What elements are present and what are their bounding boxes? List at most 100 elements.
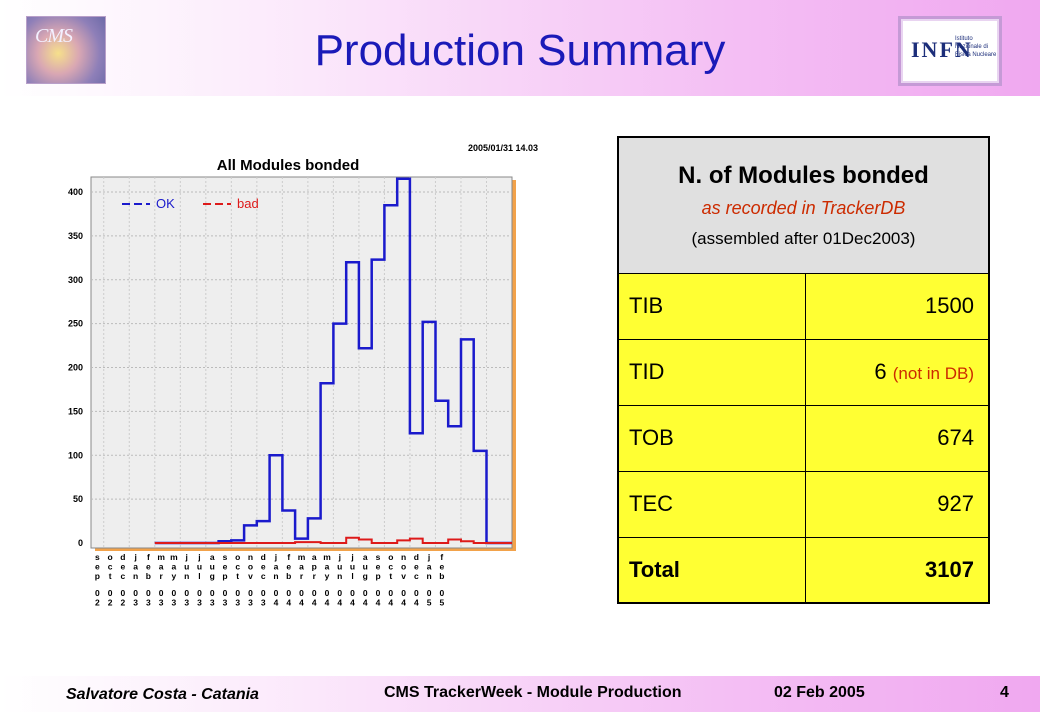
y-tick-label: 200 — [68, 363, 83, 373]
row-value-tob: 674 — [804, 404, 990, 472]
header-band: CMS Production Summary INFN Istituto Naz… — [0, 0, 1040, 96]
x-tick-letter: e — [439, 562, 444, 572]
x-tick-year: 0 — [159, 588, 164, 598]
x-tick-letter: u — [350, 562, 355, 572]
x-tick-letter: d — [120, 552, 125, 562]
x-tick-letter: r — [313, 571, 317, 581]
x-tick-letter: a — [299, 562, 304, 572]
x-tick-letter: b — [146, 571, 151, 581]
x-tick-letter: a — [159, 562, 164, 572]
x-tick-label: mar 04 — [298, 552, 306, 608]
x-tick-letter: l — [198, 571, 200, 581]
chart-title: All Modules bonded — [217, 157, 360, 174]
x-tick-letter: d — [414, 552, 419, 562]
x-tick-letter: y — [325, 571, 330, 581]
row-label-tid: TID — [617, 338, 806, 406]
x-tick-year: 4 — [299, 598, 304, 608]
table-header-title: N. of Modules bonded — [678, 161, 929, 189]
legend-label-ok: OK — [156, 196, 175, 211]
x-tick-year: 0 — [363, 588, 368, 598]
x-tick-year: 3 — [159, 598, 164, 608]
x-tick-letter: s — [223, 552, 228, 562]
x-tick-letter: a — [133, 562, 138, 572]
x-tick-year: 0 — [261, 588, 266, 598]
x-tick-year: 0 — [312, 588, 317, 598]
x-tick-label: aug 03 — [210, 552, 215, 608]
x-tick-year: 4 — [363, 598, 368, 608]
footer-band: Salvatore Costa - Catania CMS TrackerWee… — [0, 676, 1040, 712]
x-tick-label: oct 04 — [388, 552, 393, 608]
x-tick-year: 0 — [235, 588, 240, 598]
x-tick-year: 0 — [337, 588, 342, 598]
x-tick-letter: e — [376, 562, 381, 572]
x-tick-year: 0 — [299, 588, 304, 598]
x-tick-letter: p — [375, 571, 380, 581]
x-tick-year: 5 — [427, 598, 432, 608]
x-tick-year: 3 — [197, 598, 202, 608]
x-tick-letter: o — [108, 552, 113, 562]
x-tick-letter: b — [439, 571, 444, 581]
x-tick-letter: p — [222, 571, 227, 581]
y-tick-label: 350 — [68, 231, 83, 241]
x-tick-letter: a — [312, 552, 317, 562]
x-tick-label: may 03 — [170, 552, 178, 608]
x-tick-year: 0 — [388, 588, 393, 598]
series-line-ok — [154, 177, 512, 545]
x-tick-letter: u — [210, 562, 215, 572]
x-tick-letter: s — [95, 552, 100, 562]
x-tick-year: 0 — [108, 588, 113, 598]
row-value-tib: 1500 — [804, 272, 990, 340]
x-tick-year: 0 — [223, 588, 228, 598]
row-value-total: 3107 — [804, 536, 990, 604]
x-tick-letter: f — [287, 552, 290, 562]
x-tick-year: 4 — [325, 598, 330, 608]
x-tick-letter: c — [414, 571, 419, 581]
x-tick-year: 4 — [388, 598, 393, 608]
x-tick-letter: a — [325, 562, 330, 572]
x-tick-letter: b — [286, 571, 291, 581]
x-tick-year: 3 — [172, 598, 177, 608]
x-tick-year: 0 — [133, 588, 138, 598]
x-tick-label: dec 03 — [261, 552, 266, 608]
x-tick-label: jan 04 — [273, 552, 278, 608]
series-line-bad — [154, 536, 512, 544]
x-tick-year: 0 — [401, 588, 406, 598]
x-tick-letter: c — [388, 562, 393, 572]
infn-logo-subtext: Istituto Nazionale di Fisica Nucleare — [955, 36, 997, 58]
y-tick-label: 0 — [78, 538, 83, 548]
x-tick-label: oct 02 — [108, 552, 113, 608]
y-axis: 0 50 100 150 200 250 300 350 400 — [68, 187, 83, 548]
x-tick-letter: a — [172, 562, 177, 572]
x-tick-letter: o — [388, 552, 393, 562]
x-tick-letter: a — [210, 552, 215, 562]
x-tick-letter: p — [95, 571, 100, 581]
x-tick-letter: t — [236, 571, 239, 581]
x-tick-label: apr 04 — [312, 552, 317, 608]
chart-legend: OK bad — [122, 196, 259, 211]
x-tick-year: 0 — [376, 588, 381, 598]
x-tick-letter: t — [109, 571, 112, 581]
x-tick-year: 0 — [95, 588, 100, 598]
x-tick-letter: j — [350, 552, 353, 562]
table-header-source: as recorded in TrackerDB — [701, 197, 906, 218]
x-tick-label: jul 04 — [350, 552, 355, 608]
table-header-note: (assembled after 01Dec2003) — [691, 228, 916, 248]
x-tick-letter: m — [170, 552, 178, 562]
x-tick-letter: e — [261, 562, 266, 572]
legend-label-bad: bad — [237, 196, 259, 211]
x-tick-letter: j — [338, 552, 341, 562]
x-tick-letter: g — [363, 571, 368, 581]
plot-series — [154, 177, 512, 545]
row-note-tid: (not in DB) — [892, 364, 974, 383]
x-tick-year: 0 — [286, 588, 291, 598]
x-tick-letter: n — [248, 552, 253, 562]
cms-logo: CMS — [26, 16, 106, 84]
x-tick-letter: u — [184, 562, 189, 572]
x-tick-label: dec 02 — [120, 552, 125, 608]
slide-title: Production Summary — [314, 26, 726, 75]
x-tick-year: 0 — [197, 588, 202, 598]
x-tick-letter: j — [133, 552, 136, 562]
footer-author: Salvatore Costa - Catania — [66, 686, 259, 703]
x-tick-year: 0 — [210, 588, 215, 598]
x-tick-letter: e — [95, 562, 100, 572]
